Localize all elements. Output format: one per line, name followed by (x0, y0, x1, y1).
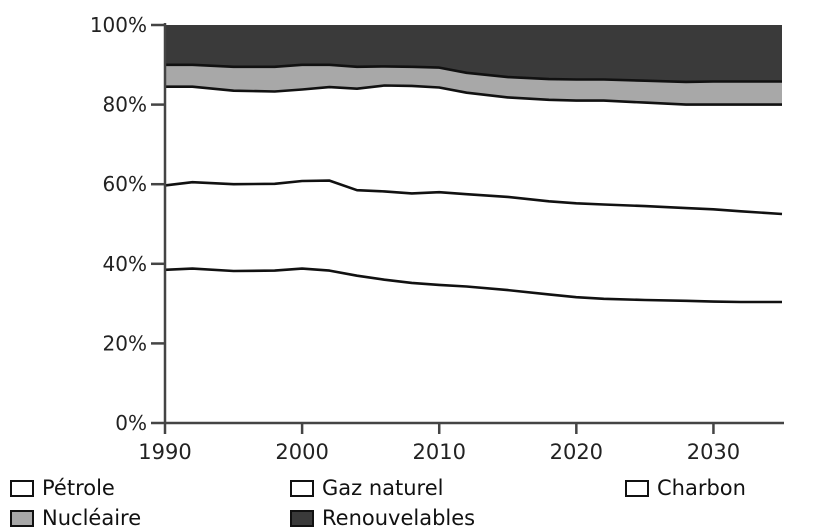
area-renouvelables (165, 25, 782, 82)
area-petrole (165, 268, 782, 423)
x-tick-label: 2010 (412, 440, 465, 462)
legend-item-petrole: Pétrole (10, 476, 115, 500)
y-axis-ticks: 0% 20% 40% 60% 80% 100% (90, 13, 165, 435)
y-tick-label: 100% (90, 13, 147, 37)
legend-item-charbon: Charbon (625, 476, 746, 500)
legend-swatch-renouvelables (290, 509, 314, 527)
stacked-area-chart: 0% 20% 40% 60% 80% 100% 1990 2000 2010 2020 2030 (90, 13, 784, 462)
chart-legend: Pétrole Gaz naturel Charbon Nucléaire Re… (0, 462, 834, 530)
x-tick-label: 2000 (275, 440, 328, 462)
legend-label-nucleaire: Nucléaire (42, 506, 142, 530)
area-charbon (165, 85, 782, 214)
area-nucleaire (165, 64, 782, 105)
line-top-nucleaire (165, 63, 782, 84)
legend-label-renouvelables: Renouvelables (322, 506, 476, 530)
x-tick-label: 2020 (550, 440, 603, 462)
y-tick-label: 40% (103, 252, 147, 276)
axes (163, 23, 784, 425)
line-top-petrole (164, 267, 782, 304)
x-axis-ticks: 1990 2000 2010 2020 2030 (138, 423, 740, 462)
legend-item-nucleaire: Nucléaire (10, 506, 141, 530)
x-tick-label: 2030 (687, 440, 740, 462)
y-tick-label: 20% (103, 331, 147, 355)
legend-swatch-petrole (10, 479, 34, 497)
x-tick-label: 1990 (138, 440, 191, 462)
area-layers (165, 25, 782, 423)
line-top-gaz-naturel (164, 179, 783, 216)
legend-swatch-nucleaire (10, 509, 34, 527)
legend-label-charbon: Charbon (657, 476, 746, 500)
y-tick-label: 60% (103, 172, 147, 196)
y-tick-label: 0% (115, 411, 147, 435)
legend-swatch-charbon (625, 479, 649, 497)
legend-item-renouvelables: Renouvelables (290, 506, 475, 530)
area-gaz-naturel (165, 180, 782, 302)
legend-item-gaz-naturel: Gaz naturel (290, 476, 444, 500)
legend-label-gaz-naturel: Gaz naturel (322, 476, 444, 500)
y-tick-label: 80% (103, 93, 147, 117)
boundary-lines (164, 63, 783, 304)
line-top-charbon (165, 84, 782, 106)
legend-label-petrole: Pétrole (42, 476, 115, 500)
legend-swatch-gaz-naturel (290, 479, 314, 497)
